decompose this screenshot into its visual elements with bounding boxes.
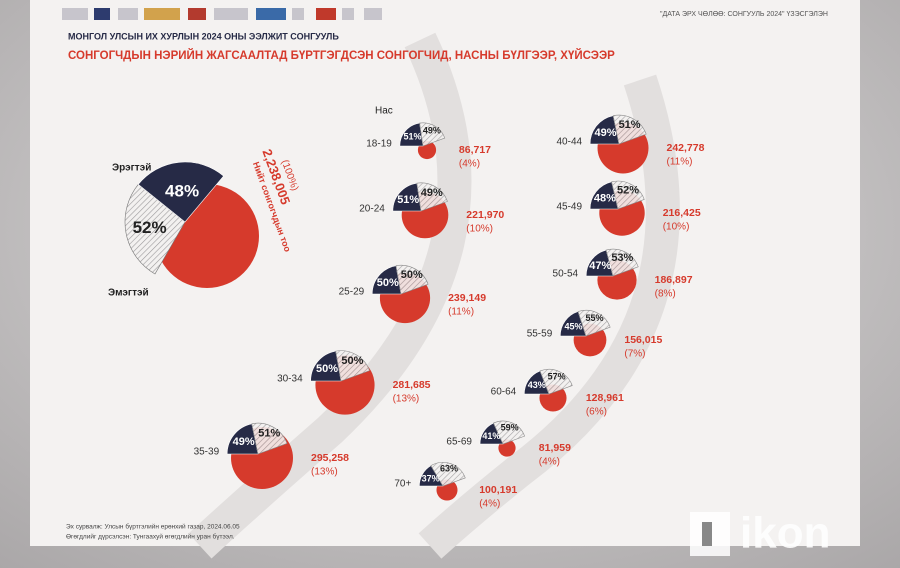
share-label: (11%) (448, 307, 474, 318)
female-label: 55% (585, 313, 603, 323)
female-label: 50% (341, 355, 363, 367)
female-label: 51% (258, 428, 280, 440)
male-label: 50% (377, 277, 399, 289)
share-label: (13%) (311, 467, 338, 478)
male-label: 49% (595, 127, 617, 139)
category-label: 55-59 (527, 329, 553, 340)
share-label: (6%) (586, 407, 607, 418)
bg-arc (188, 32, 472, 559)
category-label: 40-44 (557, 137, 583, 148)
watermark: ikon (690, 509, 830, 558)
count-label: 128,961 (586, 392, 624, 404)
subtitle: СОНГОГЧДЫН НЭРИЙН ЖАГСААЛТАД БҮРТГЭГДСЭН… (68, 49, 615, 62)
credit: Өгөгдлийг дүрсэлсэн: Тунгаахуй өгөгдлийн… (66, 533, 235, 541)
wedge (611, 180, 645, 210)
female-label: 59% (501, 422, 519, 432)
total-female-label: 52% (133, 218, 167, 237)
male-label: 49% (233, 436, 255, 448)
count-label: 216,425 (663, 207, 701, 219)
legend-male: Эрэгтэй (112, 163, 151, 174)
share-label: (8%) (655, 289, 676, 300)
category-label: 20-24 (359, 204, 385, 215)
axis-label: Нас (375, 106, 393, 117)
wedge (589, 181, 619, 210)
logo-strip (62, 8, 382, 20)
male-label: 48% (594, 192, 616, 204)
male-label: 37% (422, 473, 440, 483)
tag: "ДАТА ЭРХ ЧӨЛӨӨ: СОНГУУЛЬ 2024" ҮЗЭСГЭЛЭ… (660, 11, 828, 18)
wedge (612, 114, 647, 145)
female-label: 51% (619, 119, 641, 131)
wedge (399, 122, 424, 147)
category-label: 65-69 (446, 437, 472, 448)
wedge (251, 422, 288, 455)
bg-arc (418, 74, 680, 559)
share-label: (4%) (479, 499, 500, 510)
share-label: (13%) (393, 394, 420, 405)
share-label: (4%) (539, 457, 560, 468)
legend-female: Эмэгтэй (108, 288, 149, 299)
male-label: 41% (482, 431, 500, 441)
female-label: 53% (611, 252, 633, 264)
male-label: 47% (589, 260, 611, 272)
category-label: 60-64 (491, 387, 517, 398)
count-label: 100,191 (479, 484, 517, 496)
category-label: 30-34 (277, 374, 303, 385)
total-male-label: 48% (165, 182, 199, 201)
category-label: 25-29 (339, 287, 365, 298)
count-label: 186,897 (655, 274, 693, 286)
category-label: 45-49 (556, 202, 582, 213)
watermark-text: ikon (740, 509, 830, 558)
category-label: 35-39 (194, 447, 220, 458)
wedge (310, 350, 342, 382)
female-label: 49% (423, 125, 441, 135)
title: МОНГОЛ УЛСЫН ИХ ХУРЛЫН 2024 ОНЫ ЭЭЛЖИТ С… (68, 31, 339, 41)
wedge (335, 350, 370, 382)
wedge (416, 182, 448, 212)
wedge (226, 423, 259, 455)
wedge (137, 161, 224, 223)
wedge (371, 265, 402, 295)
female-label: 49% (421, 187, 443, 199)
count-label: 239,149 (448, 292, 486, 304)
female-label: 57% (548, 371, 566, 381)
share-label: (4%) (459, 159, 480, 170)
wedge (605, 248, 639, 277)
wedge (493, 420, 526, 445)
share-label: (7%) (624, 349, 645, 360)
count-label: 242,778 (666, 142, 704, 154)
wedge (124, 183, 186, 275)
category-label: 18-19 (366, 139, 392, 150)
wedge (430, 462, 466, 487)
share-label: (10%) (466, 224, 493, 235)
count-label: 281,685 (393, 379, 431, 391)
female-label: 63% (440, 464, 458, 474)
wedge (392, 182, 422, 212)
male-label: 51% (403, 131, 421, 141)
count-label: 86,717 (459, 144, 491, 156)
wedge (589, 115, 620, 145)
count-label: 295,258 (311, 452, 349, 464)
count-label: 81,959 (539, 442, 571, 454)
share-label: (11%) (666, 157, 692, 168)
female-label: 52% (617, 184, 639, 196)
share-label: (10%) (663, 222, 690, 233)
wedge (539, 368, 573, 395)
category-label: 50-54 (553, 269, 579, 280)
male-label: 51% (397, 194, 419, 206)
male-label: 45% (565, 321, 583, 331)
source: Эх сурвалж: Улсын бүртгэлийн ерөнхий газ… (66, 523, 240, 531)
wedge (395, 264, 429, 295)
count-label: 221,970 (466, 209, 504, 221)
wedge (419, 122, 446, 147)
male-label: 43% (528, 380, 546, 390)
wedge (577, 309, 611, 337)
wedge (585, 249, 614, 277)
category-label: 70+ (394, 479, 411, 490)
count-label: 156,015 (624, 334, 662, 346)
female-label: 50% (401, 269, 423, 281)
male-label: 50% (316, 363, 338, 375)
